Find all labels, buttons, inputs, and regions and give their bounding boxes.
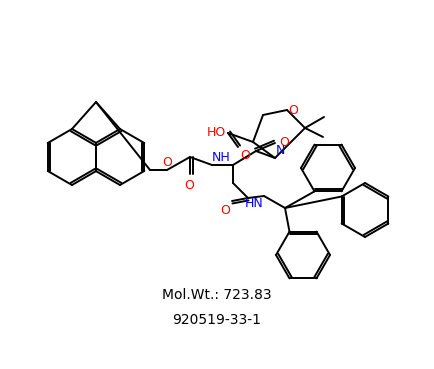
Text: 920519-33-1: 920519-33-1 [172,313,262,327]
Text: O: O [220,204,230,217]
Text: N: N [276,144,286,157]
Text: O: O [279,135,289,148]
Text: O: O [162,156,172,169]
Text: O: O [240,149,250,162]
Text: HO: HO [207,125,226,138]
Text: O: O [288,103,298,117]
Text: O: O [184,179,194,192]
Text: NH: NH [212,151,231,164]
Text: Mol.Wt.: 723.83: Mol.Wt.: 723.83 [162,288,272,302]
Text: HN: HN [244,197,263,210]
